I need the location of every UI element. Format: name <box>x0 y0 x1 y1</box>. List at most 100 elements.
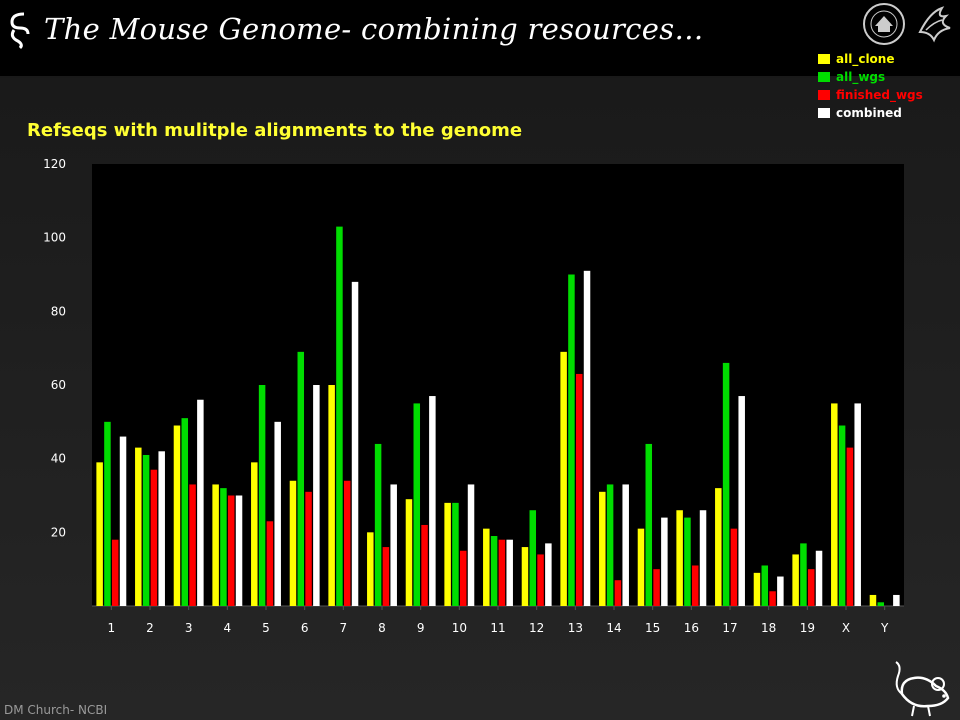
legend-label: all_wgs <box>836 70 886 84</box>
bar-combined-chr-17 <box>738 396 745 606</box>
legend-swatch <box>818 72 830 82</box>
bar-all-wgs-chr-3 <box>181 418 189 606</box>
bar-finished-wgs-chr-16 <box>691 565 699 606</box>
bar-all-wgs-chr-X <box>838 425 846 606</box>
bar-combined-chr-X <box>854 403 861 606</box>
x-tick-label: 2 <box>146 621 154 635</box>
chart-subtitle: Refseqs with mulitple alignments to the … <box>27 120 523 141</box>
bar-all-wgs-chr-7 <box>336 226 343 606</box>
x-tick-label: 7 <box>340 621 348 635</box>
bar-combined-chr-15 <box>661 517 668 606</box>
legend-swatch <box>818 90 830 100</box>
bar-combined-chr-19 <box>815 550 823 606</box>
bar-combined-chr-12 <box>545 543 552 606</box>
bar-all-wgs-chr-18 <box>761 565 769 606</box>
bar-all-clone-chr-11 <box>483 528 490 606</box>
bar-all-wgs-chr-15 <box>645 443 653 606</box>
mouse-cartoon-icon <box>895 661 950 717</box>
legend-label: all_clone <box>836 52 895 66</box>
bar-all-clone-chr-4 <box>212 484 219 606</box>
bar-finished-wgs-chr-7 <box>343 480 351 606</box>
chart-legend: all_clone all_wgs finished_wgs combined <box>818 50 923 122</box>
x-tick-label: 9 <box>417 621 425 635</box>
bar-all-clone-chr-2 <box>135 447 142 606</box>
bar-combined-chr-5 <box>274 421 281 606</box>
bar-finished-wgs-chr-X <box>846 447 854 606</box>
x-tick-label: 12 <box>529 621 544 635</box>
bar-all-wgs-chr-6 <box>297 351 305 606</box>
bar-combined-chr-7 <box>351 281 359 606</box>
x-tick-label: 1 <box>108 621 116 635</box>
bar-finished-wgs-chr-13 <box>575 373 583 606</box>
hhs-eagle-icon <box>918 6 951 43</box>
squiggle-logo-icon <box>10 12 30 50</box>
x-tick-label: 13 <box>568 621 583 635</box>
bar-finished-wgs-chr-6 <box>305 491 312 606</box>
legend-item-all-wgs: all_wgs <box>818 68 923 86</box>
legend-label: combined <box>836 106 902 120</box>
legend-label: finished_wgs <box>836 88 923 102</box>
bar-all-clone-chr-3 <box>173 425 181 606</box>
bar-combined-chr-2 <box>158 451 165 606</box>
x-tick-label: 18 <box>761 621 776 635</box>
x-tick-label: 14 <box>606 621 621 635</box>
y-tick-label: 80 <box>51 304 66 318</box>
bar-combined-chr-10 <box>467 484 475 606</box>
bar-all-wgs-chr-13 <box>568 274 575 606</box>
bar-all-wgs-chr-16 <box>684 517 691 606</box>
bar-all-clone-chr-10 <box>444 502 451 606</box>
bar-finished-wgs-chr-8 <box>382 547 390 606</box>
bar-combined-chr-9 <box>429 396 436 606</box>
plot-area <box>92 164 904 606</box>
bar-finished-wgs-chr-1 <box>111 539 119 606</box>
bar-all-clone-chr-1 <box>96 462 103 606</box>
bar-finished-wgs-chr-12 <box>537 554 544 606</box>
x-tick-label: X <box>842 621 850 635</box>
bar-combined-chr-3 <box>197 399 204 606</box>
bar-combined-chr-18 <box>777 576 784 606</box>
x-tick-label: 6 <box>301 621 309 635</box>
x-tick-label: 11 <box>490 621 505 635</box>
bar-all-wgs-chr-5 <box>258 385 266 606</box>
title-bar: The Mouse Genome- combining resources… <box>0 0 960 76</box>
bar-all-clone-chr-14 <box>599 491 606 606</box>
nih-seal-icon <box>863 3 905 45</box>
legend-item-combined: combined <box>818 104 923 122</box>
bar-combined-chr-11 <box>506 539 513 606</box>
y-tick-label: 100 <box>43 231 66 245</box>
y-tick-label: 20 <box>51 525 66 539</box>
bar-finished-wgs-chr-10 <box>459 550 467 606</box>
bar-all-wgs-chr-4 <box>220 488 227 606</box>
x-tick-label: 10 <box>452 621 467 635</box>
bar-finished-wgs-chr-3 <box>189 484 196 606</box>
bar-all-wgs-chr-10 <box>452 502 459 606</box>
x-tick-label: 5 <box>262 621 270 635</box>
bar-all-clone-chr-7 <box>328 385 335 606</box>
bar-all-wgs-chr-12 <box>529 510 537 606</box>
page-title: The Mouse Genome- combining resources… <box>44 12 704 46</box>
y-tick-label: 120 <box>43 157 66 171</box>
bar-all-clone-chr-5 <box>251 462 258 606</box>
bar-all-wgs-chr-1 <box>104 421 111 606</box>
bar-all-wgs-chr-9 <box>413 403 421 606</box>
bar-combined-chr-14 <box>622 484 629 606</box>
bar-combined-chr-4 <box>235 495 243 606</box>
bar-combined-chr-1 <box>119 436 127 606</box>
x-tick-label: 19 <box>800 621 815 635</box>
bar-all-wgs-chr-11 <box>490 536 498 606</box>
bar-finished-wgs-chr-11 <box>498 539 506 606</box>
bar-finished-wgs-chr-15 <box>653 569 660 606</box>
x-tick-label: 4 <box>224 621 232 635</box>
bar-all-clone-chr-16 <box>676 510 683 606</box>
x-tick-label: 16 <box>684 621 699 635</box>
bar-finished-wgs-chr-9 <box>421 524 428 606</box>
x-tick-label: Y <box>880 621 889 635</box>
bar-finished-wgs-chr-19 <box>807 569 815 606</box>
bar-finished-wgs-chr-14 <box>614 580 622 606</box>
bar-all-clone-chr-X <box>831 403 838 606</box>
y-tick-label: 60 <box>51 378 66 392</box>
legend-item-all-clone: all_clone <box>818 50 923 68</box>
bar-all-clone-chr-6 <box>289 480 297 606</box>
bar-all-wgs-chr-2 <box>142 454 150 606</box>
